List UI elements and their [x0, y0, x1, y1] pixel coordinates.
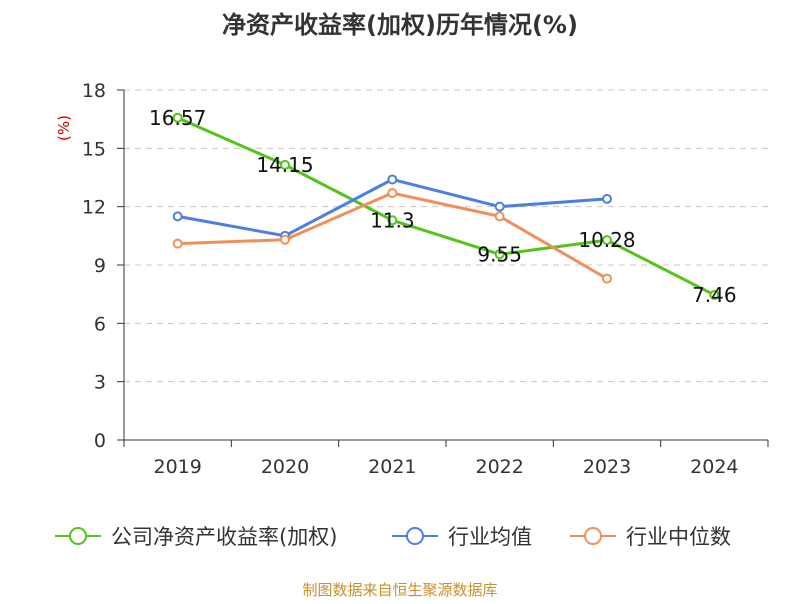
data-label: 9.55 — [477, 242, 522, 266]
data-point[interactable] — [494, 211, 505, 222]
data-point[interactable] — [387, 174, 398, 185]
data-point[interactable] — [602, 273, 612, 284]
data-point[interactable] — [172, 211, 183, 222]
data-point[interactable] — [494, 249, 505, 260]
y-tick-label: 15 — [82, 138, 106, 160]
y-tick-label: 18 — [82, 80, 106, 102]
y-tick-label: 9 — [94, 255, 106, 277]
x-tick-label: 2019 — [153, 456, 201, 478]
legend-marker — [406, 527, 424, 545]
series-line — [177, 191, 608, 280]
series-line — [177, 116, 716, 297]
data-label: 10.28 — [578, 228, 635, 252]
data-point[interactable] — [602, 193, 612, 204]
y-tick-label: 6 — [94, 313, 106, 335]
data-point[interactable] — [280, 159, 290, 170]
legend-item[interactable]: 行业均值 — [392, 525, 532, 549]
source-note: 制图数据来自恒生聚源数据库 — [302, 581, 497, 599]
x-tick-label: 2022 — [475, 456, 523, 478]
y-tick-label: 3 — [94, 372, 106, 394]
x-tick-label: 2024 — [690, 456, 738, 478]
data-point[interactable] — [387, 215, 398, 226]
data-label: 11.3 — [370, 208, 415, 232]
data-label: 14.15 — [256, 153, 313, 177]
y-tick-label: 12 — [82, 197, 106, 219]
x-tick-label: 2020 — [261, 456, 309, 478]
legend-label: 公司净资产收益率(加权) — [111, 525, 337, 549]
y-tick-label: 0 — [94, 430, 106, 452]
chart-title: 净资产收益率(加权)历年情况(%) — [222, 11, 578, 39]
data-point[interactable] — [280, 234, 290, 245]
data-point[interactable] — [709, 289, 720, 300]
x-tick-label: 2021 — [368, 456, 416, 478]
y-axis-label: (%) — [55, 115, 73, 141]
legend-label: 行业中位数 — [626, 525, 731, 549]
data-label: 16.57 — [149, 106, 206, 130]
legend-item[interactable]: 公司净资产收益率(加权) — [55, 525, 337, 549]
x-tick-label: 2023 — [583, 456, 631, 478]
data-label: 7.46 — [692, 283, 737, 307]
data-point[interactable] — [602, 235, 612, 246]
data-point[interactable] — [387, 188, 398, 199]
data-point[interactable] — [494, 201, 505, 212]
legend-marker — [69, 527, 87, 545]
data-point[interactable] — [172, 112, 183, 123]
data-point[interactable] — [172, 238, 183, 249]
legend-label: 行业均值 — [448, 525, 532, 549]
legend-marker — [584, 527, 602, 545]
legend-item[interactable]: 行业中位数 — [570, 525, 731, 549]
